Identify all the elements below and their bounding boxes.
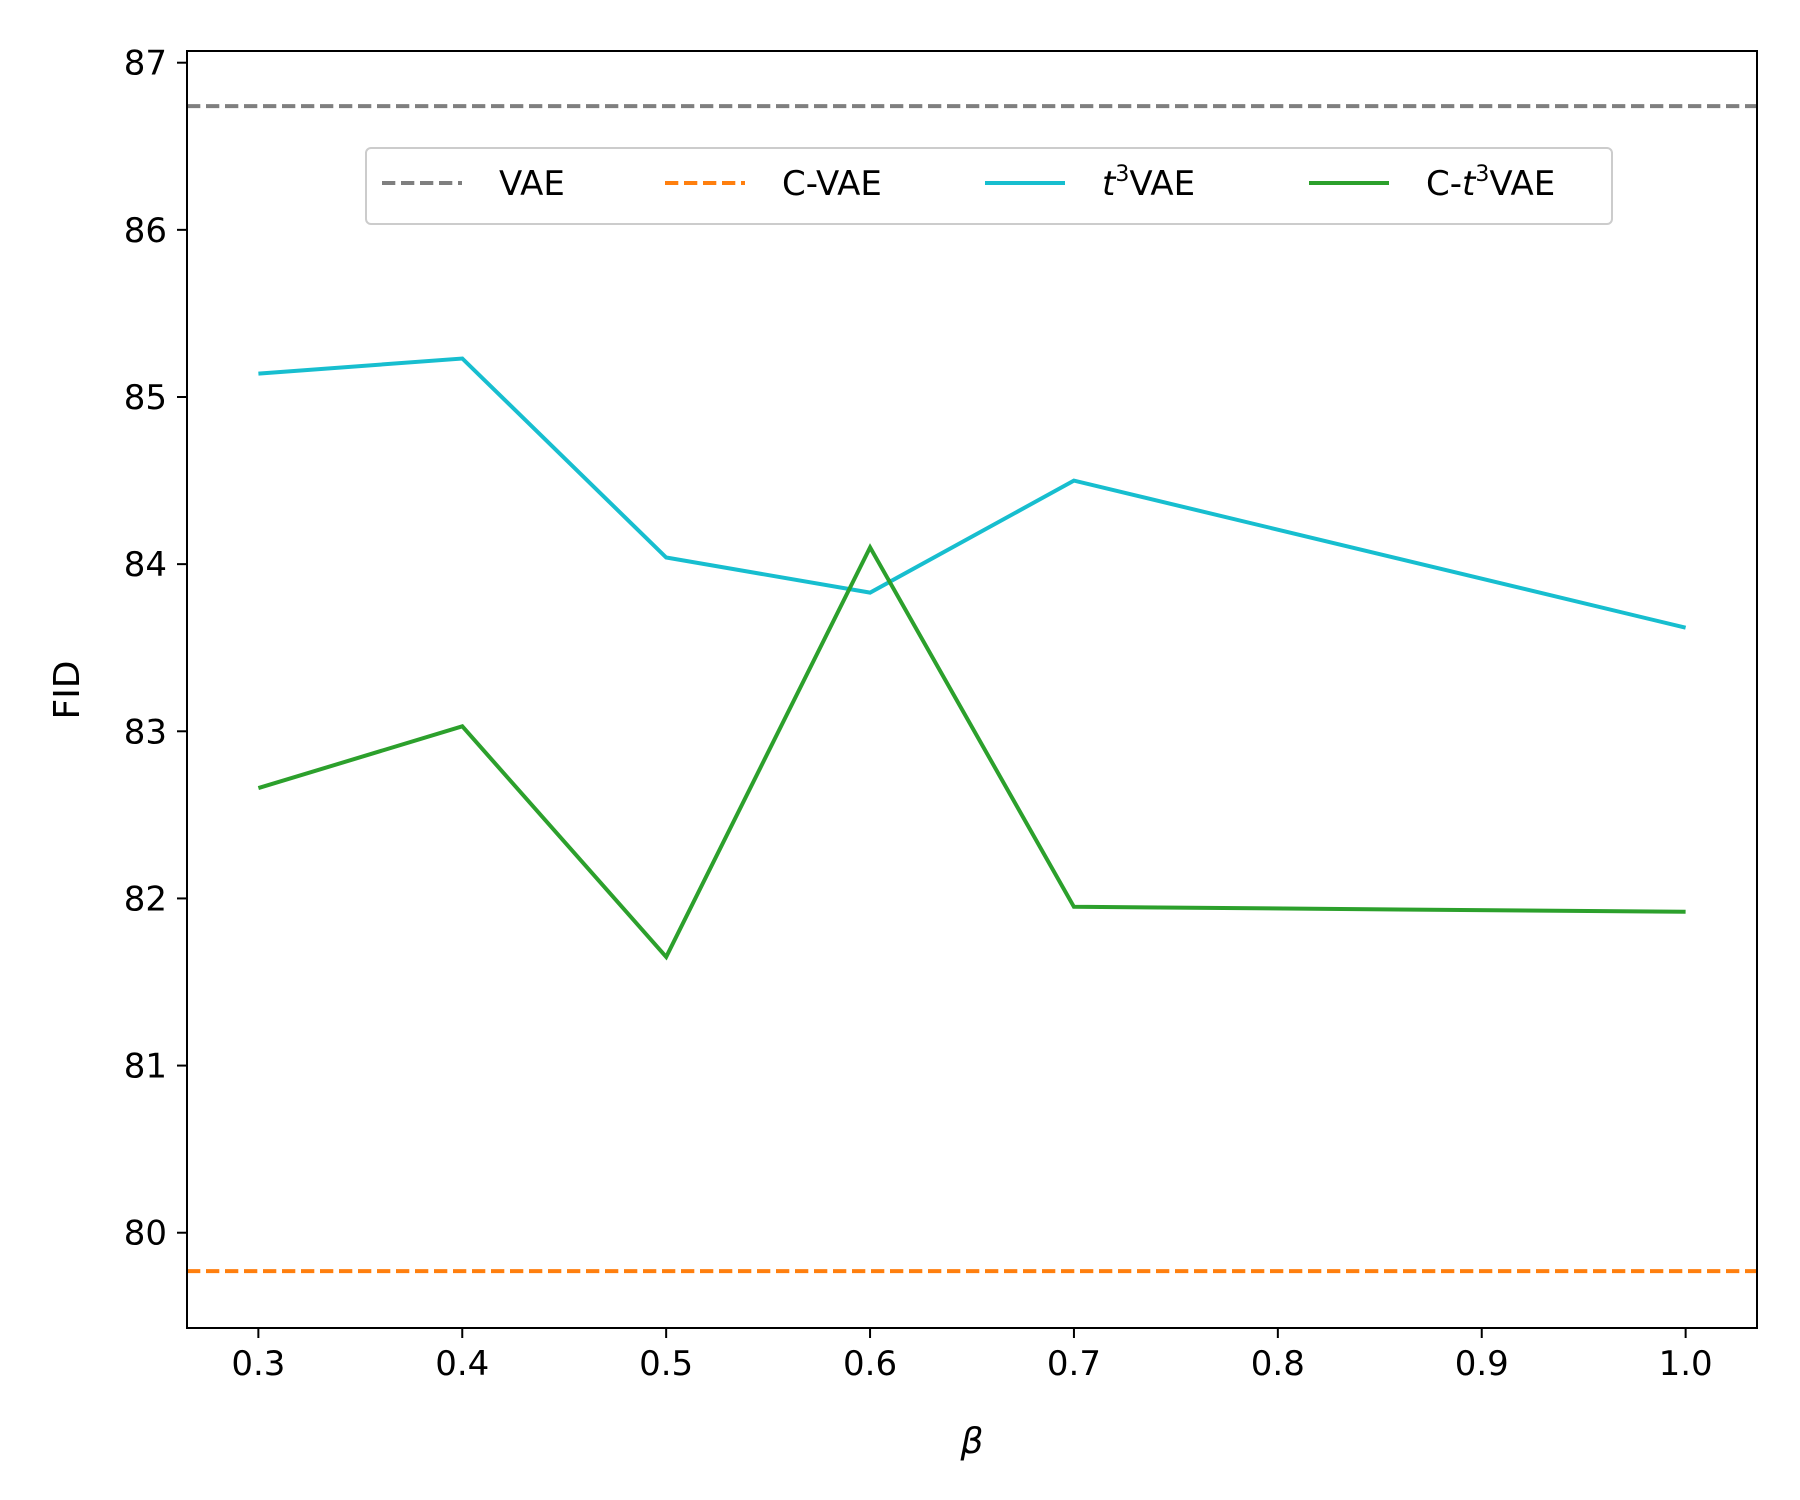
y-tick-label: 84 bbox=[124, 545, 167, 585]
y-tick-label: 83 bbox=[124, 712, 167, 752]
x-tick-label: 0.7 bbox=[1047, 1344, 1101, 1384]
x-tick-label: 0.3 bbox=[231, 1344, 285, 1384]
series-c-t3vae-line bbox=[257, 543, 1686, 961]
series-t3vae-line bbox=[258, 356, 1687, 630]
plot-lines bbox=[187, 104, 1757, 1274]
x-tick-label: 0.4 bbox=[435, 1344, 489, 1384]
y-axis: 80 81 82 83 84 85 86 87 bbox=[124, 44, 187, 1254]
legend: VAE C-VAE t3VAE C-t3VAE bbox=[365, 147, 1613, 225]
y-tick-label: 81 bbox=[124, 1047, 167, 1087]
x-tick-label: 1.0 bbox=[1659, 1344, 1713, 1384]
x-tick-label: 0.8 bbox=[1251, 1344, 1305, 1384]
y-tick-label: 82 bbox=[124, 879, 167, 919]
legend-label-t3vae: t3VAE bbox=[1102, 162, 1195, 204]
x-axis: 0.3 0.4 0.5 0.6 0.7 0.8 0.9 1.0 bbox=[231, 1328, 1713, 1384]
x-tick-label: 0.5 bbox=[639, 1344, 693, 1384]
x-tick-label: 0.9 bbox=[1455, 1344, 1509, 1384]
y-tick-label: 85 bbox=[124, 378, 167, 418]
y-axis-label: FID bbox=[47, 660, 88, 719]
y-tick-label: 87 bbox=[124, 44, 167, 84]
x-axis-label: β bbox=[960, 1421, 984, 1462]
legend-label-c-t3vae: C-t3VAE bbox=[1426, 162, 1555, 204]
legend-label-vae: VAE bbox=[499, 164, 565, 204]
legend-label-c-vae: C-VAE bbox=[782, 164, 882, 204]
legend-box bbox=[365, 147, 1613, 225]
x-tick-label: 0.6 bbox=[843, 1344, 897, 1384]
y-tick-label: 86 bbox=[124, 211, 167, 251]
y-tick-label: 80 bbox=[124, 1214, 167, 1254]
plot-frame bbox=[186, 50, 1758, 1329]
